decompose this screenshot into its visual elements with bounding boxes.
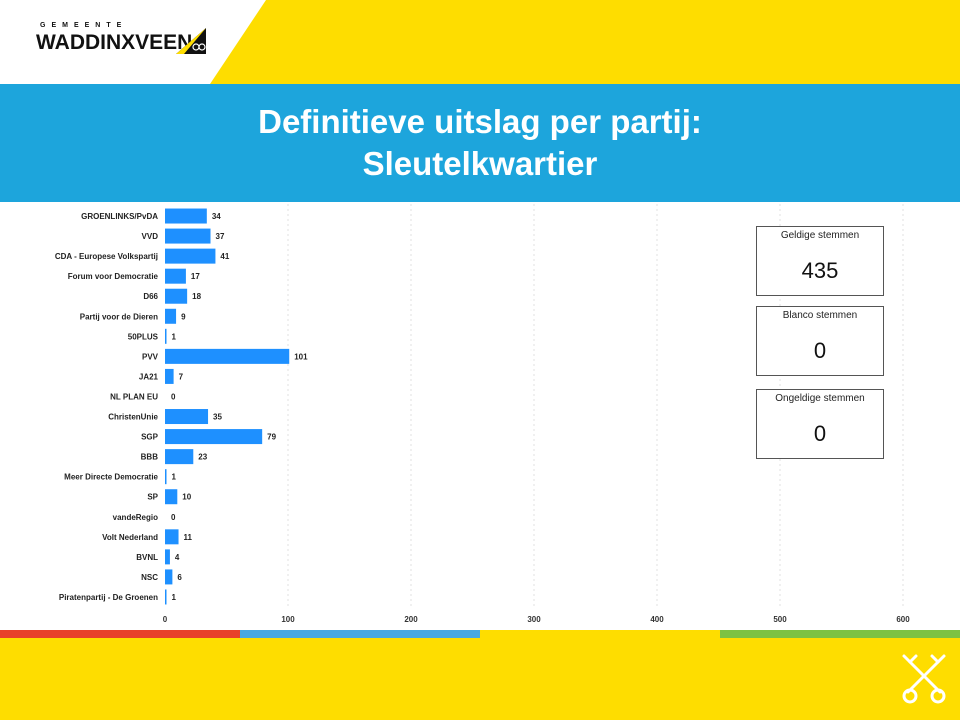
data-label: 37 xyxy=(216,232,225,241)
blank-votes-label: Blanco stemmen xyxy=(782,310,858,321)
bar xyxy=(165,529,179,545)
stripe-green xyxy=(720,630,960,638)
logo-subtitle: GEMEENTE xyxy=(40,22,128,29)
bar xyxy=(165,248,216,264)
top-banner xyxy=(0,0,960,84)
x-tick-label: 500 xyxy=(773,615,787,624)
category-label: SP xyxy=(147,493,158,502)
bar xyxy=(165,268,186,284)
data-label: 11 xyxy=(184,533,193,542)
data-label: 0 xyxy=(171,392,176,401)
x-tick-label: 600 xyxy=(896,615,910,624)
title-banner: Definitieve uitslag per partij: Sleutelk… xyxy=(0,84,960,202)
data-label: 101 xyxy=(294,352,308,361)
data-label: 10 xyxy=(182,493,191,502)
bottom-banner xyxy=(0,638,960,720)
category-label: PVV xyxy=(142,352,159,361)
data-label: 34 xyxy=(212,212,221,221)
stripe-yellow xyxy=(480,630,720,638)
stripe-red xyxy=(0,630,240,638)
valid-votes-value: 435 xyxy=(801,258,839,283)
category-label: D66 xyxy=(143,292,158,301)
data-label: 9 xyxy=(181,312,186,321)
category-label: CDA - Europese Volkspartij xyxy=(55,252,158,261)
page-title-line-2: Sleutelkwartier xyxy=(362,145,598,182)
bar xyxy=(165,449,194,465)
data-label: 18 xyxy=(192,292,201,301)
blank-votes-card: Blanco stemmen 0 xyxy=(756,306,884,376)
bar xyxy=(165,469,167,485)
chart-area: 0 100 200 300 400 500 600 GROENLINKS/PvDA 34 VVD 3… xyxy=(0,202,960,630)
category-label: Forum voor Democratie xyxy=(68,272,159,281)
valid-votes-card: Geldige stemmen 435 xyxy=(756,226,884,296)
category-label: vandeRegio xyxy=(113,513,158,522)
category-label: GROENLINKS/PvDA xyxy=(81,212,158,221)
crossed-keys-icon xyxy=(902,654,946,704)
bar xyxy=(165,368,174,384)
category-label: BBB xyxy=(141,453,159,462)
bar xyxy=(165,589,167,605)
data-label: 1 xyxy=(172,593,177,602)
stripe-blue xyxy=(240,630,480,638)
category-label: BVNL xyxy=(136,553,158,562)
x-tick-label: 400 xyxy=(650,615,664,624)
bar xyxy=(165,228,211,244)
bar xyxy=(165,208,207,224)
valid-votes-label: Geldige stemmen xyxy=(780,230,860,241)
coat-of-arms-icon xyxy=(176,28,206,54)
category-label: Partij voor de Dieren xyxy=(80,312,158,321)
invalid-votes-card: Ongeldige stemmen 0 xyxy=(756,389,884,459)
page-title-line-1: Definitieve uitslag per partij: xyxy=(258,103,702,140)
data-label: 6 xyxy=(177,573,182,582)
category-label: Volt Nederland xyxy=(102,533,158,542)
data-label: 7 xyxy=(179,372,184,381)
blank-votes-value: 0 xyxy=(813,338,827,363)
bar xyxy=(165,348,290,364)
bar xyxy=(165,429,263,445)
invalid-votes-value: 0 xyxy=(813,421,827,446)
data-label: 23 xyxy=(198,453,207,462)
data-label: 17 xyxy=(191,272,200,281)
category-label: SGP xyxy=(141,433,159,442)
category-label: NL PLAN EU xyxy=(110,392,158,401)
data-label: 35 xyxy=(213,413,222,422)
bar xyxy=(165,409,209,425)
x-tick-label: 0 xyxy=(163,615,168,624)
invalid-votes-label: Ongeldige stemmen xyxy=(775,393,865,404)
data-label: 79 xyxy=(267,433,276,442)
white-logo-panel xyxy=(0,0,266,84)
bar xyxy=(165,288,188,304)
bar xyxy=(165,489,178,505)
data-label: 41 xyxy=(220,252,229,261)
category-label: Meer Directe Democratie xyxy=(64,473,158,482)
bar xyxy=(165,569,173,585)
bar xyxy=(165,308,177,324)
data-label: 4 xyxy=(175,553,180,562)
category-label: 50PLUS xyxy=(128,332,159,341)
bar xyxy=(165,328,167,344)
x-tick-label: 100 xyxy=(281,615,295,624)
category-label: Piratenpartij - De Groenen xyxy=(59,593,158,602)
data-label: 1 xyxy=(172,473,177,482)
data-label: 1 xyxy=(172,332,177,341)
logo-title: WADDINXVEEN xyxy=(36,31,193,54)
category-label: NSC xyxy=(141,573,158,582)
x-tick-label: 300 xyxy=(527,615,541,624)
municipality-logo: GEMEENTE WADDINXVEEN xyxy=(36,22,192,55)
top-banner-shape xyxy=(0,0,960,84)
category-label: JA21 xyxy=(139,372,159,381)
bar xyxy=(165,549,170,565)
x-tick-label: 200 xyxy=(404,615,418,624)
category-label: VVD xyxy=(142,232,159,241)
data-label: 0 xyxy=(171,513,176,522)
category-label: ChristenUnie xyxy=(108,413,158,422)
